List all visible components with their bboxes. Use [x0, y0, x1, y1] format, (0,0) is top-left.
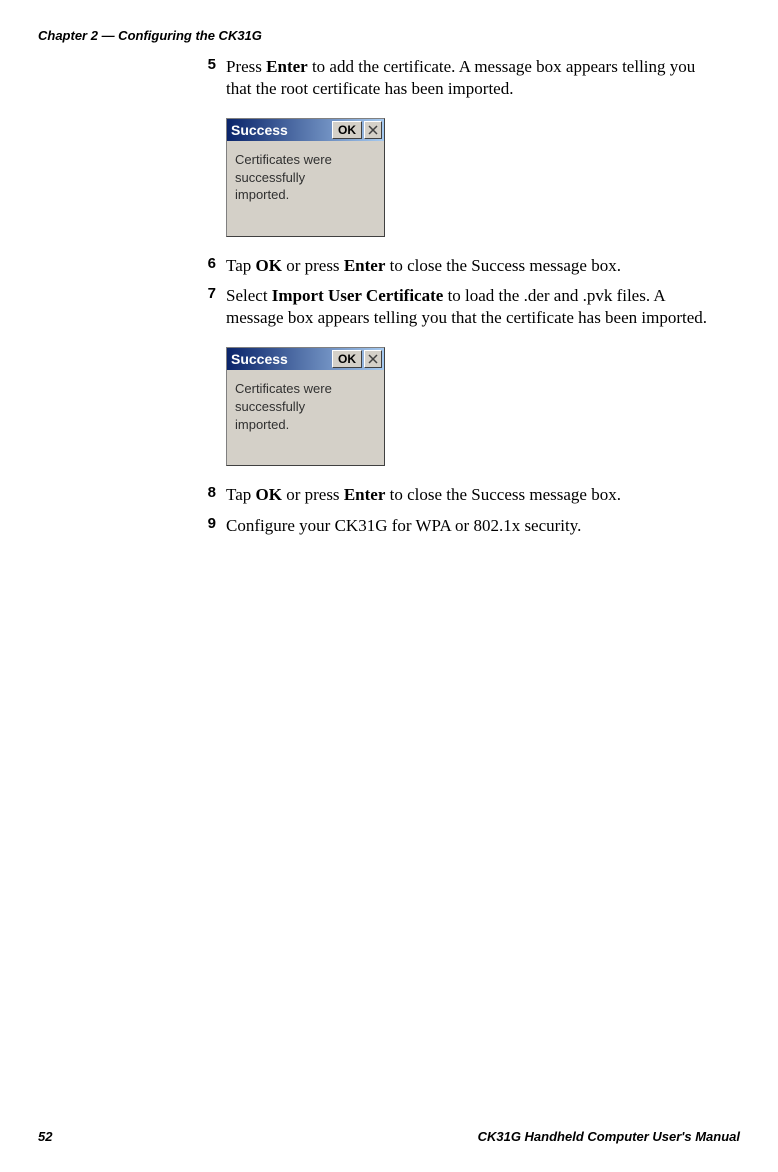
- text-segment: Configure your CK31G for WPA or 802.1x s…: [226, 516, 581, 535]
- text-bold: Import User Certificate: [272, 286, 444, 305]
- text-segment: Press: [226, 57, 266, 76]
- text-bold: OK: [256, 256, 282, 275]
- success-dialog: Success OK Certificates were successfull…: [226, 118, 385, 237]
- step-number: 9: [202, 515, 226, 537]
- step-9: 9 Configure your CK31G for WPA or 802.1x…: [202, 515, 718, 537]
- step-text: Tap OK or press Enter to close the Succe…: [226, 255, 621, 277]
- dialog-body: Certificates were successfully imported.: [227, 370, 384, 443]
- step-7: 7 Select Import User Certificate to load…: [202, 285, 718, 329]
- close-button[interactable]: [364, 350, 382, 368]
- dialog-body: Certificates were successfully imported.: [227, 141, 384, 214]
- ok-button[interactable]: OK: [332, 121, 362, 139]
- page-header: Chapter 2 — Configuring the CK31G: [38, 28, 740, 43]
- step-8: 8 Tap OK or press Enter to close the Suc…: [202, 484, 718, 506]
- text-segment: Tap: [226, 485, 256, 504]
- step-number: 7: [202, 285, 226, 329]
- text-segment: Select: [226, 286, 272, 305]
- text-bold: Enter: [344, 485, 386, 504]
- dialog-text-line: Certificates were: [235, 151, 376, 169]
- close-icon: [368, 354, 378, 364]
- ok-button[interactable]: OK: [332, 350, 362, 368]
- text-segment: to close the Success message box.: [385, 256, 621, 275]
- dialog-title: Success: [231, 351, 332, 367]
- text-segment: or press: [282, 256, 344, 275]
- dialog-titlebar: Success OK: [227, 119, 384, 141]
- dialog-text-line: successfully: [235, 169, 376, 187]
- close-button[interactable]: [364, 121, 382, 139]
- step-5: 5 Press Enter to add the certificate. A …: [202, 56, 718, 100]
- step-number: 8: [202, 484, 226, 506]
- dialog-titlebar: Success OK: [227, 348, 384, 370]
- step-text: Tap OK or press Enter to close the Succe…: [226, 484, 621, 506]
- text-segment: or press: [282, 485, 344, 504]
- text-bold: Enter: [266, 57, 308, 76]
- step-number: 6: [202, 255, 226, 277]
- success-dialog: Success OK Certificates were successfull…: [226, 347, 385, 466]
- dialog-text-line: Certificates were: [235, 380, 376, 398]
- manual-title: CK31G Handheld Computer User's Manual: [478, 1129, 740, 1144]
- text-bold: OK: [256, 485, 282, 504]
- dialog-text-line: imported.: [235, 416, 376, 434]
- step-6: 6 Tap OK or press Enter to close the Suc…: [202, 255, 718, 277]
- text-bold: Enter: [344, 256, 386, 275]
- page-footer: 52 CK31G Handheld Computer User's Manual: [38, 1129, 740, 1144]
- text-segment: to close the Success message box.: [385, 485, 621, 504]
- step-text: Configure your CK31G for WPA or 802.1x s…: [226, 515, 581, 537]
- dialog-text-line: imported.: [235, 186, 376, 204]
- page-number: 52: [38, 1129, 52, 1144]
- step-number: 5: [202, 56, 226, 100]
- dialog-screenshot-2: Success OK Certificates were successfull…: [226, 347, 718, 466]
- dialog-text-line: successfully: [235, 398, 376, 416]
- dialog-title: Success: [231, 122, 332, 138]
- dialog-screenshot-1: Success OK Certificates were successfull…: [226, 118, 718, 237]
- text-segment: Tap: [226, 256, 256, 275]
- step-text: Select Import User Certificate to load t…: [226, 285, 718, 329]
- page-content: 5 Press Enter to add the certificate. A …: [202, 56, 718, 543]
- chapter-title: Chapter 2 — Configuring the CK31G: [38, 28, 262, 43]
- close-icon: [368, 125, 378, 135]
- step-text: Press Enter to add the certificate. A me…: [226, 56, 718, 100]
